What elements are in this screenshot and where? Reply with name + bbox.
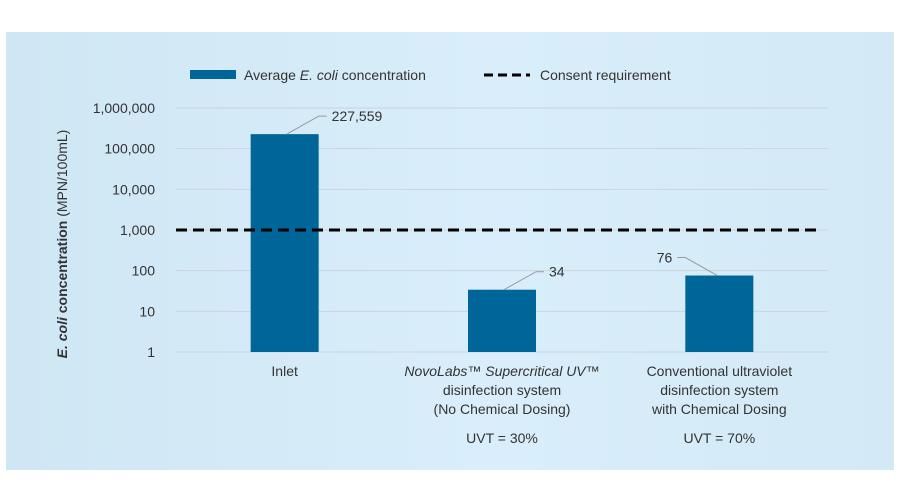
bar-chart: Average E. coli concentration Consent re… <box>54 67 828 446</box>
leader-line <box>286 115 327 135</box>
x-category-label: disinfection system <box>443 382 561 398</box>
bars <box>250 134 754 352</box>
legend-label-line: Consent requirement <box>540 67 671 83</box>
leader-line <box>677 257 718 276</box>
data-label: 76 <box>657 250 673 266</box>
y-tick-label: 100 <box>132 263 156 279</box>
y-tick-label: 1 <box>147 344 155 360</box>
uvt-note: UVT = 30% <box>466 430 538 446</box>
y-tick-label: 1,000 <box>120 222 155 238</box>
uvt-note: UVT = 70% <box>683 430 755 446</box>
x-category-label: NovoLabs™ Supercritical UV™ <box>404 363 599 379</box>
data-label: 227,559 <box>332 108 383 124</box>
legend-label-bar: Average E. coli concentration <box>244 67 426 83</box>
y-axis-label: E. coli concentration (MPN/100mL) <box>54 130 70 359</box>
y-tick-label: 10,000 <box>112 181 155 197</box>
x-category-labels: Inlet NovoLabs™ Supercritical UV™ disinfec… <box>271 363 792 446</box>
data-labels: 227,559 34 76 <box>286 108 718 291</box>
x-category-label: with Chemical Dosing <box>651 401 787 417</box>
leader-line <box>503 271 544 291</box>
x-category-label: Inlet <box>271 363 298 379</box>
x-category-label: (No Chemical Dosing) <box>434 401 571 417</box>
legend-swatch-bar <box>190 70 236 79</box>
legend: Average E. coli concentration Consent re… <box>190 67 671 83</box>
y-tick-label: 10 <box>139 303 155 319</box>
x-category-label: Conventional ultraviolet <box>647 363 793 379</box>
y-tick-labels: 1 10 100 1,000 10,000 100,000 1,000,000 <box>93 100 156 360</box>
chart-panel: Average E. coli concentration Consent re… <box>6 32 894 470</box>
bar <box>685 275 754 352</box>
y-tick-label: 1,000,000 <box>93 100 155 116</box>
bar <box>468 289 536 352</box>
y-tick-label: 100,000 <box>104 141 155 157</box>
x-category-label: disinfection system <box>660 382 778 398</box>
data-label: 34 <box>549 264 565 280</box>
bar <box>250 134 319 352</box>
